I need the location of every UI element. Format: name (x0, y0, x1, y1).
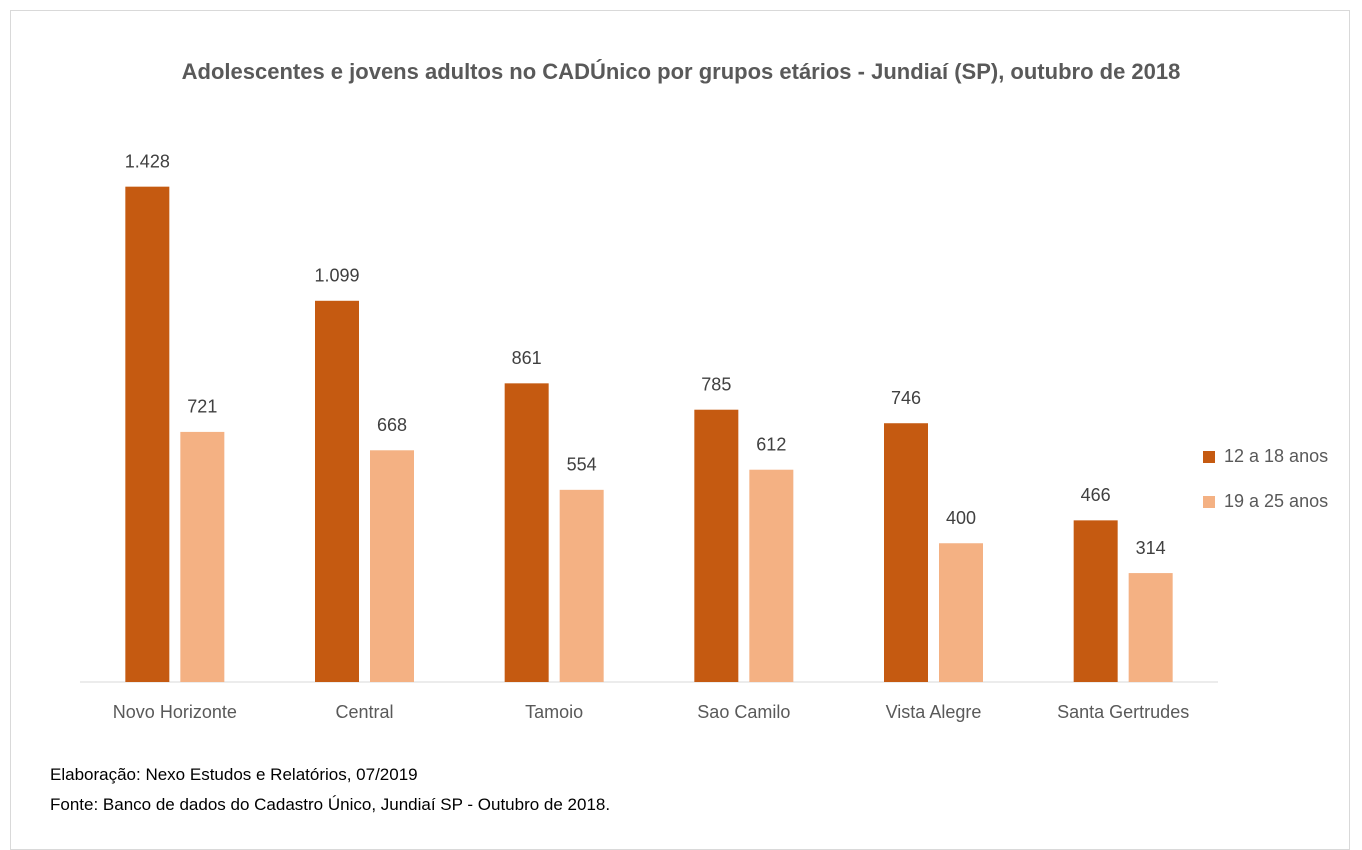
legend-swatch (1203, 496, 1215, 508)
data-label: 785 (701, 374, 731, 394)
bar (694, 409, 739, 682)
legend-swatch (1203, 451, 1215, 463)
bar (180, 431, 225, 682)
data-label: 721 (187, 397, 217, 417)
bar (1073, 520, 1118, 682)
bar (939, 543, 983, 682)
data-label: 554 (567, 455, 597, 475)
x-tick-label: Santa Gertrudes (1057, 702, 1189, 722)
data-label: 612 (756, 434, 786, 454)
legend-label: 19 a 25 anos (1224, 491, 1328, 511)
annotation: Fonte: Banco de dados do Cadastro Único,… (50, 795, 611, 814)
bar (125, 186, 170, 682)
x-tick-label: Tamoio (525, 702, 583, 722)
x-tick-label: Central (335, 702, 393, 722)
data-label: 466 (1081, 485, 1111, 505)
bar (370, 450, 414, 682)
data-label: 861 (512, 348, 542, 368)
data-label: 1.428 (125, 151, 170, 171)
x-tick-label: Vista Alegre (886, 702, 982, 722)
data-label: 668 (377, 415, 407, 435)
data-label: 314 (1136, 538, 1166, 558)
bar (884, 423, 928, 682)
data-label: 400 (946, 508, 976, 528)
bar (315, 300, 359, 682)
chart-title: Adolescentes e jovens adultos no CADÚnic… (181, 59, 1181, 84)
bar (504, 383, 549, 682)
annotation: Elaboração: Nexo Estudos e Relatórios, 0… (50, 765, 418, 784)
x-tick-label: Novo Horizonte (113, 702, 237, 722)
bar (749, 469, 794, 682)
legend-label: 12 a 18 anos (1224, 446, 1328, 466)
data-label: 746 (891, 388, 921, 408)
bar (1128, 573, 1173, 682)
bar (559, 489, 604, 682)
data-label: 1.099 (314, 266, 359, 286)
x-tick-label: Sao Camilo (697, 702, 790, 722)
